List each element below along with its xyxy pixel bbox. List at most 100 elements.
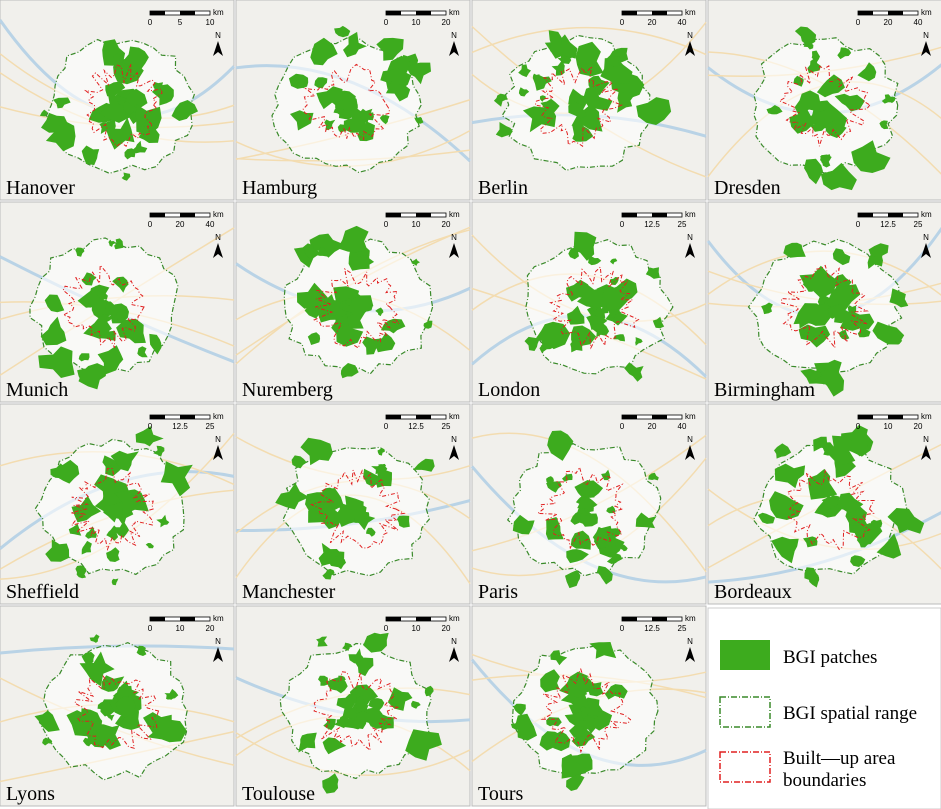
north-arrow bbox=[449, 243, 459, 258]
scale-unit: km bbox=[685, 614, 696, 623]
bgi-patch bbox=[326, 676, 348, 694]
bgi-patch bbox=[45, 120, 76, 152]
scale-label: 0 bbox=[148, 18, 153, 27]
bgi-patch bbox=[652, 316, 665, 329]
north-arrow bbox=[685, 41, 695, 56]
bgi-patch bbox=[53, 97, 71, 109]
bgi-patch bbox=[539, 95, 546, 102]
scale-label: 0 bbox=[856, 422, 861, 431]
bgi-patch bbox=[561, 753, 585, 779]
scale-bar-segment bbox=[150, 415, 165, 419]
scale-bar-segment bbox=[858, 415, 873, 419]
built-up-boundary bbox=[778, 65, 871, 147]
scale-bar-segment bbox=[386, 415, 401, 419]
bgi-patch bbox=[887, 508, 925, 534]
bgi-patch bbox=[79, 651, 115, 687]
bgi-patch bbox=[385, 80, 411, 102]
bgi-patch bbox=[316, 86, 343, 110]
north-arrow bbox=[449, 445, 459, 460]
bgi-patch bbox=[171, 100, 198, 121]
bgi-patch bbox=[75, 247, 85, 257]
north-arrow bbox=[921, 243, 931, 258]
bgi-patch bbox=[766, 105, 783, 115]
scale-label: 12.5 bbox=[644, 624, 660, 633]
north-arrow bbox=[213, 445, 223, 460]
bgi-patch bbox=[793, 303, 831, 326]
bgi-patch bbox=[147, 716, 187, 743]
bgi-patch bbox=[91, 301, 107, 320]
scale-label: 12.5 bbox=[408, 422, 424, 431]
bgi-patch bbox=[813, 436, 829, 452]
bgi-patch bbox=[573, 231, 597, 261]
city-name: Toulouse bbox=[242, 783, 315, 805]
bgi-patch bbox=[424, 685, 434, 697]
bgi-patch bbox=[78, 363, 107, 390]
scale-bar-segment bbox=[416, 213, 431, 217]
scale-label: 40 bbox=[678, 18, 687, 27]
scale-bar-segment bbox=[386, 617, 401, 621]
north-arrow bbox=[685, 243, 695, 258]
scale-label: 0 bbox=[148, 220, 153, 229]
north-label: N bbox=[451, 31, 457, 40]
bgi-patch bbox=[122, 46, 149, 72]
built-up-boundary bbox=[540, 667, 632, 754]
north-arrow bbox=[685, 445, 695, 460]
bgi-patch bbox=[297, 282, 328, 309]
bgi-patch bbox=[807, 57, 821, 74]
bgi-patch bbox=[580, 480, 604, 498]
scale-label: 12.5 bbox=[172, 422, 188, 431]
bgi-patch bbox=[518, 64, 531, 78]
bgi-patch bbox=[336, 694, 358, 712]
scale-label: 10 bbox=[176, 624, 185, 633]
bgi-patch bbox=[578, 717, 595, 732]
bgi-patch bbox=[546, 476, 554, 485]
scale-label: 12.5 bbox=[880, 220, 896, 229]
scale-label: 10 bbox=[412, 18, 421, 27]
bgi-patch bbox=[810, 370, 823, 382]
bgi-patch bbox=[413, 458, 435, 472]
bgi-patch bbox=[108, 240, 116, 247]
bgi-patch bbox=[620, 544, 628, 552]
bgi-patch bbox=[116, 310, 127, 323]
legend-swatch bbox=[719, 751, 771, 783]
scale-label: 25 bbox=[914, 220, 923, 229]
north-label: N bbox=[451, 637, 457, 646]
bgi-patch bbox=[804, 158, 823, 185]
built-up-boundary bbox=[785, 469, 875, 551]
bgi-patch bbox=[881, 94, 893, 104]
bgi-patch bbox=[524, 336, 540, 351]
scale-unit: km bbox=[213, 614, 224, 623]
scale-label: 0 bbox=[620, 624, 625, 633]
city-name: Lyons bbox=[6, 783, 55, 805]
built-up-boundary bbox=[83, 63, 163, 147]
bgi-patch bbox=[825, 508, 833, 518]
city-name: Hanover bbox=[6, 177, 75, 199]
scale-unit: km bbox=[213, 412, 224, 421]
bgi-patch bbox=[160, 461, 193, 497]
bgi-patch bbox=[379, 115, 390, 125]
scale-label: 0 bbox=[620, 18, 625, 27]
bgi-patch bbox=[318, 542, 343, 566]
north-arrow bbox=[213, 243, 223, 258]
north-arrow bbox=[921, 445, 931, 460]
scale-bar-segment bbox=[858, 213, 873, 217]
built-up-boundary bbox=[313, 671, 399, 752]
bgi-patch bbox=[816, 74, 845, 98]
bgi-patch bbox=[820, 154, 831, 164]
scale-label: 25 bbox=[678, 624, 687, 633]
scale-bar-segment bbox=[416, 617, 431, 621]
bgi-patch bbox=[876, 533, 902, 559]
bgi-patch bbox=[774, 463, 806, 489]
scale-unit: km bbox=[685, 412, 696, 421]
bgi-patch bbox=[833, 274, 852, 291]
bgi-patch bbox=[568, 101, 588, 119]
bgi-patch bbox=[307, 332, 321, 345]
bgi-patch bbox=[604, 684, 628, 700]
bgi-patch bbox=[105, 81, 126, 97]
bgi-patch bbox=[546, 717, 562, 727]
scale-unit: km bbox=[685, 210, 696, 219]
